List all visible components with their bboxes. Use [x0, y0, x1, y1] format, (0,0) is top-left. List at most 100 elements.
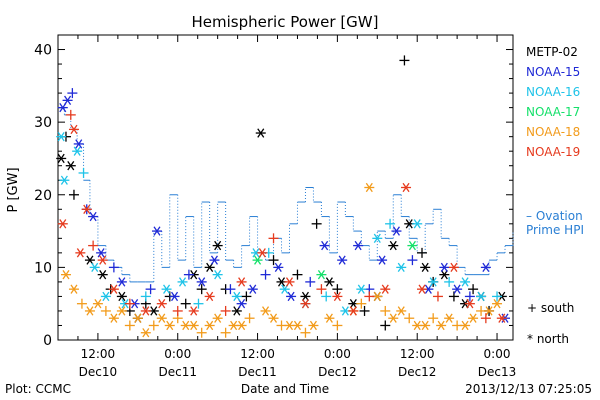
point-noaa-18	[324, 313, 335, 323]
point-noaa-19	[496, 313, 507, 323]
x-tick-label-date: Dec12	[318, 365, 357, 379]
point-noaa-16	[161, 284, 172, 294]
point-noaa-19	[156, 299, 167, 309]
point-noaa-19	[108, 284, 119, 294]
point-metp-02	[56, 153, 67, 164]
point-noaa-18	[436, 320, 447, 331]
point-metp-02	[332, 284, 343, 295]
point-noaa-18	[308, 320, 319, 331]
point-noaa-19	[97, 255, 108, 265]
legend: METP-02 NOAA-15 NOAA-16 NOAA-17 NOAA-18 NOAA-…	[526, 45, 580, 159]
point-noaa-15	[88, 211, 99, 222]
point-noaa-19	[364, 291, 375, 302]
point-noaa-19	[172, 305, 183, 316]
point-noaa-18	[244, 313, 255, 324]
legend-entry: METP-02	[526, 45, 578, 59]
point-noaa-19	[268, 233, 279, 244]
point-noaa-15	[273, 262, 284, 273]
point-noaa-15	[452, 284, 463, 294]
x-tick-label-date: Dec10	[79, 365, 118, 379]
plot-frame	[57, 34, 514, 341]
point-metp-02	[212, 240, 223, 251]
point-noaa-18	[76, 298, 87, 309]
marker-legend-north: * north	[527, 332, 569, 346]
point-metp-02	[180, 298, 191, 309]
point-noaa-19	[257, 248, 268, 258]
point-noaa-18	[404, 313, 415, 324]
point-noaa-19	[432, 291, 443, 302]
point-noaa-15	[96, 248, 107, 258]
point-noaa-15	[183, 269, 194, 280]
point-noaa-18	[468, 313, 479, 323]
point-metp-02	[196, 284, 207, 295]
point-noaa-19	[464, 299, 475, 309]
point-noaa-18	[84, 306, 95, 316]
point-noaa-19	[188, 306, 199, 316]
point-noaa-18	[188, 320, 199, 331]
point-noaa-15	[391, 226, 402, 236]
point-noaa-18	[380, 305, 391, 316]
point-metp-02	[439, 269, 450, 280]
point-noaa-15	[439, 262, 450, 273]
point-noaa-16	[444, 276, 455, 287]
point-noaa-18	[156, 313, 167, 323]
point-metp-02	[241, 291, 252, 302]
point-noaa-18	[108, 313, 119, 323]
point-noaa-15	[377, 255, 388, 265]
point-noaa-16	[321, 291, 332, 302]
point-noaa-15	[305, 276, 316, 287]
point-noaa-19	[316, 284, 327, 295]
legend-entry: NOAA-16	[526, 85, 580, 99]
point-noaa-15	[286, 291, 297, 302]
point-noaa-18	[300, 327, 311, 338]
point-noaa-18	[236, 320, 247, 331]
point-noaa-19	[75, 248, 86, 258]
point-noaa-15	[407, 255, 418, 266]
point-noaa-15	[196, 277, 207, 287]
legend-entry: NOAA-19	[526, 145, 580, 159]
point-noaa-17	[407, 240, 418, 251]
point-metp-02	[324, 277, 335, 287]
point-noaa-18	[196, 327, 207, 338]
point-metp-02	[116, 291, 127, 302]
point-noaa-18	[260, 306, 271, 316]
y-tick-label: 0	[43, 333, 52, 349]
point-noaa-18	[132, 313, 143, 323]
point-metp-02	[292, 269, 303, 280]
point-noaa-18	[396, 306, 407, 316]
point-noaa-18	[68, 284, 79, 294]
y-tick-label: 10	[34, 260, 52, 276]
ovation-prime-hpi-series	[58, 107, 514, 283]
point-noaa-18	[388, 313, 399, 323]
point-metp-02	[255, 128, 266, 138]
point-noaa-19	[204, 291, 215, 302]
y-axis: 0 10 20 30 40	[34, 34, 513, 349]
point-noaa-18	[420, 320, 431, 331]
point-noaa-15	[260, 269, 271, 280]
point-noaa-18	[268, 313, 279, 323]
x-tick-label-time: 12:00	[240, 347, 275, 361]
x-tick-label-date: Dec13	[478, 365, 517, 379]
y-tick-label: 40	[34, 43, 52, 59]
point-noaa-18	[100, 305, 111, 316]
ovation-legend-line1: – Ovation	[526, 209, 583, 223]
point-noaa-15	[337, 255, 348, 265]
point-noaa-18	[492, 299, 503, 309]
point-noaa-15	[73, 139, 84, 149]
point-noaa-16	[56, 131, 67, 142]
ovation-legend-line2: Prime HPI	[526, 223, 584, 237]
point-noaa-16	[385, 218, 396, 229]
x-tick-label-time: 0:00	[164, 347, 191, 361]
point-metp-02	[417, 247, 427, 258]
point-noaa-16	[72, 146, 83, 156]
point-noaa-19	[401, 182, 412, 193]
point-noaa-16	[140, 291, 151, 302]
point-metp-02	[84, 255, 95, 265]
y-tick-label: 20	[34, 188, 52, 204]
x-tick-label-time: 0:00	[324, 347, 351, 361]
point-noaa-16	[460, 277, 471, 287]
satellite-points	[56, 55, 511, 338]
point-noaa-16	[412, 219, 423, 229]
point-noaa-19	[88, 240, 99, 251]
